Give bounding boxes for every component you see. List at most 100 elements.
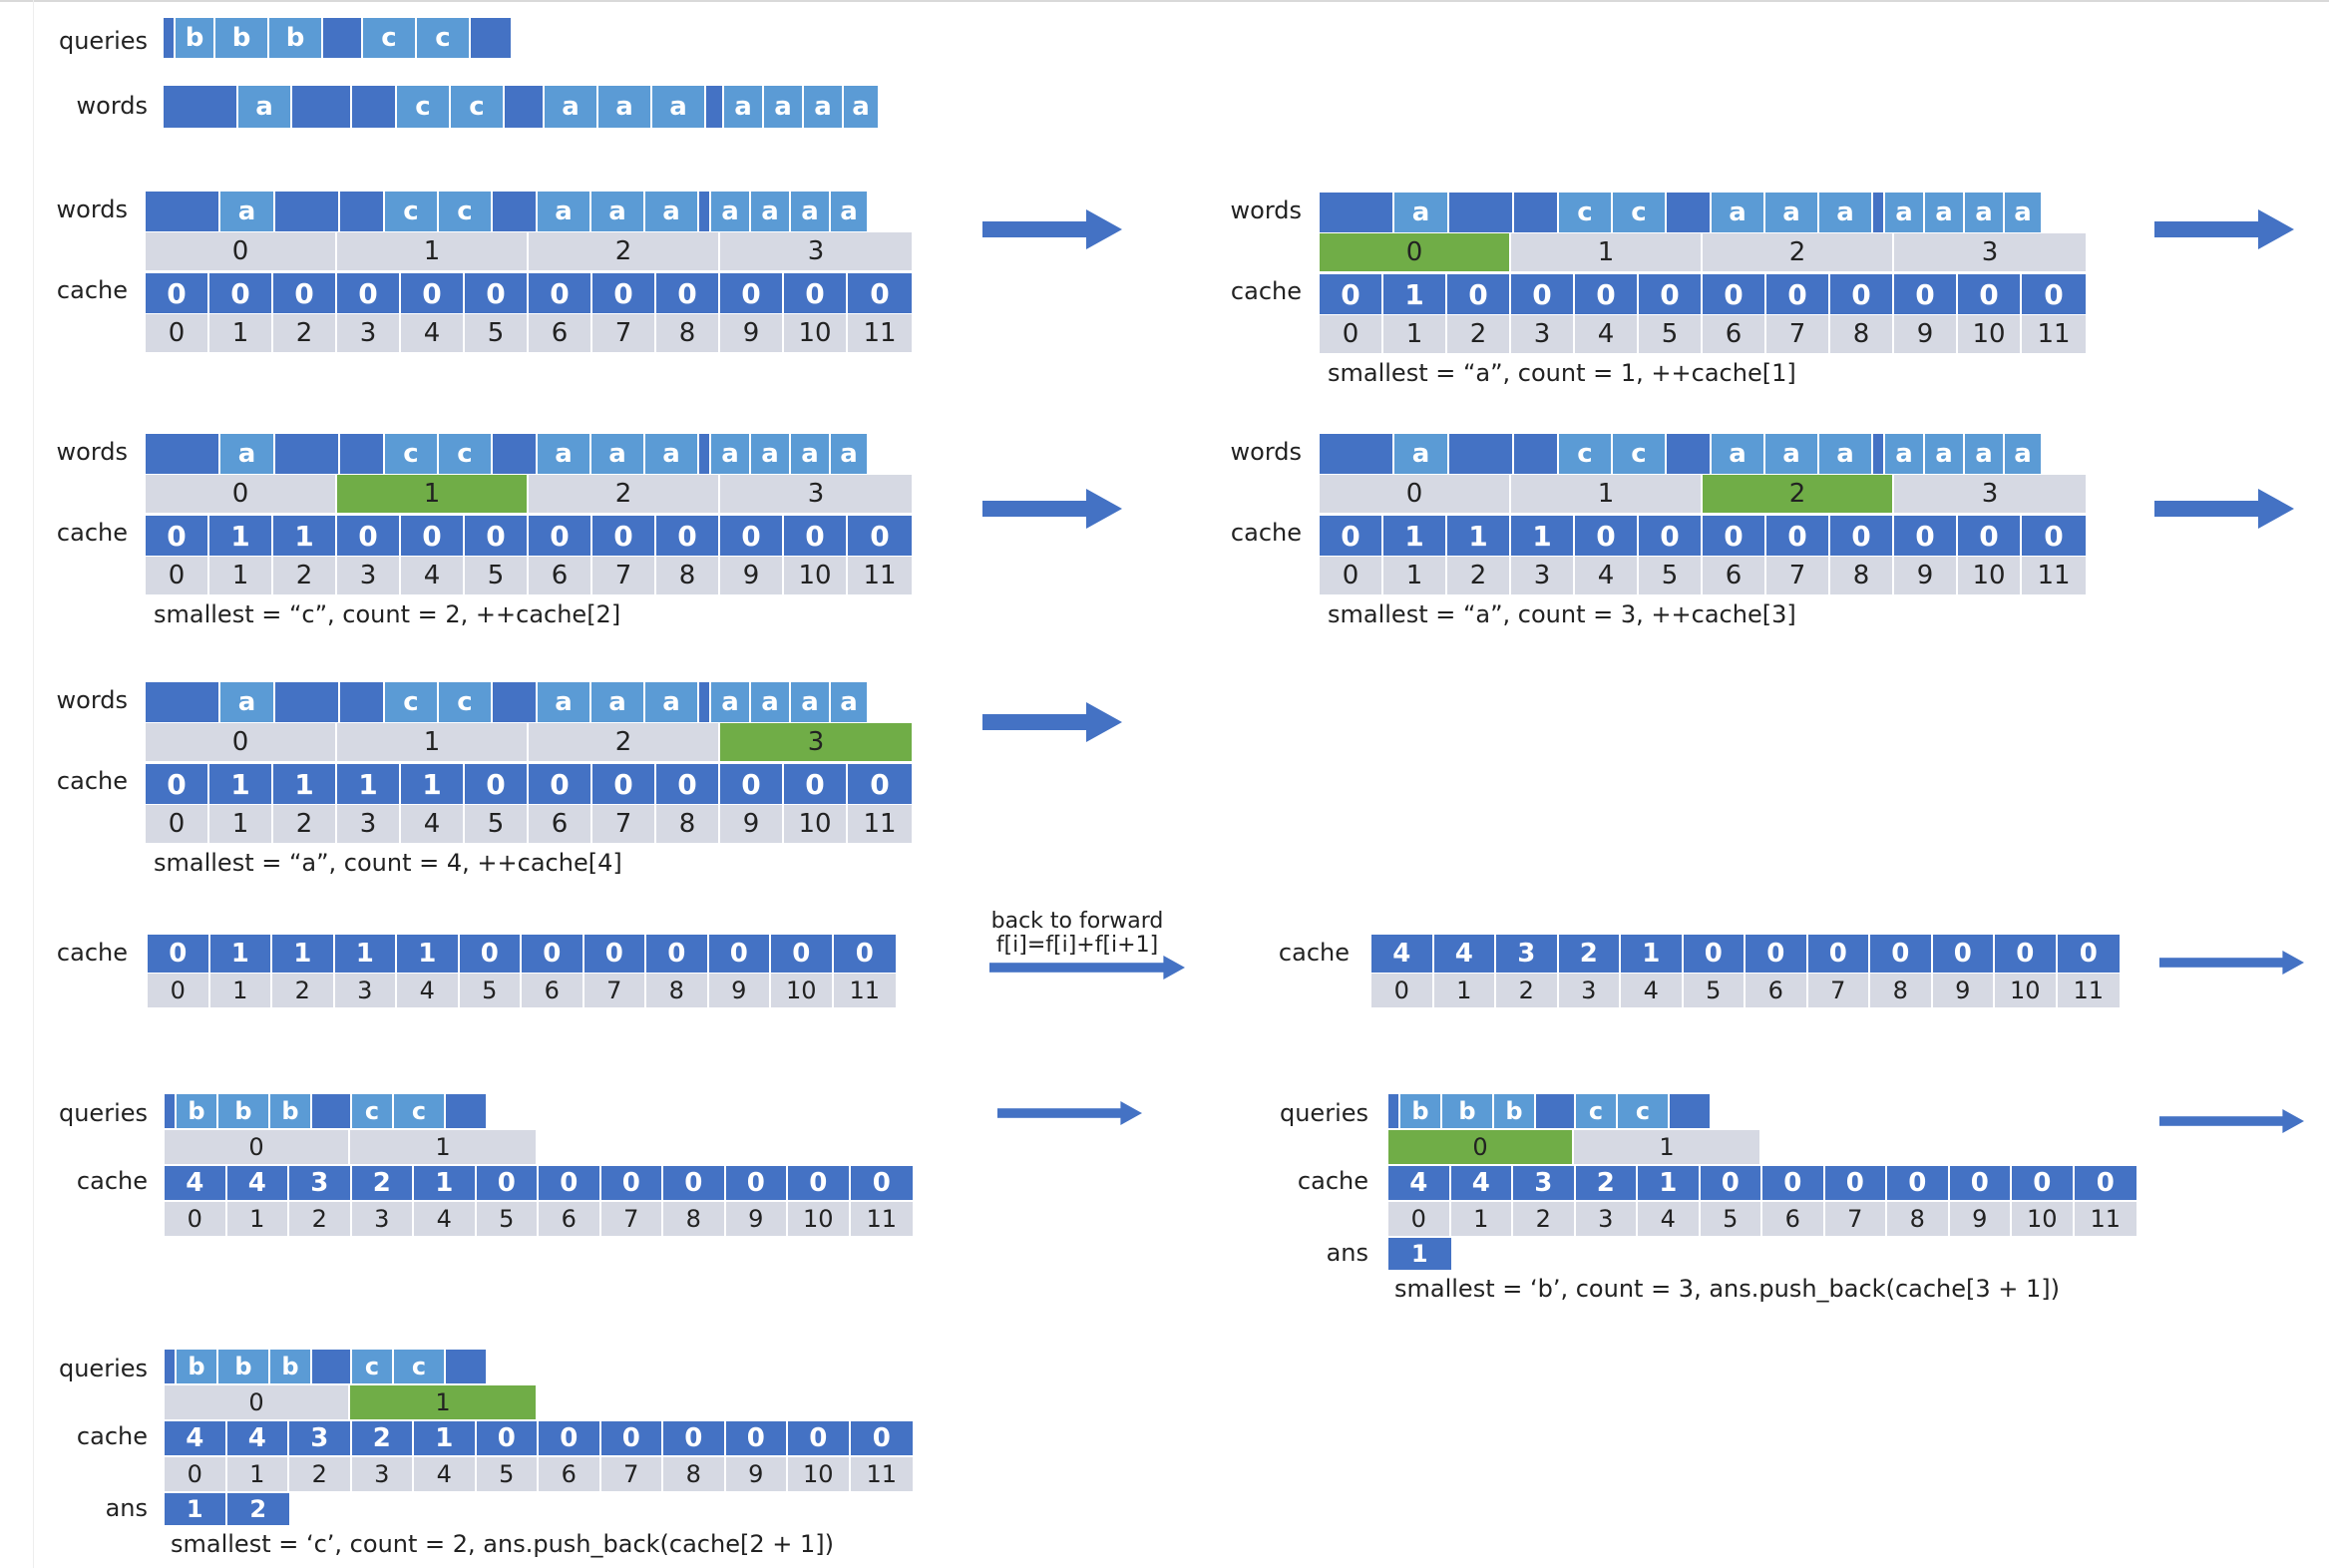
query-position-row-cell: 9	[725, 1202, 788, 1236]
cache-label-query-1: cache	[1297, 1167, 1368, 1195]
before-cache-row-cell: 0	[522, 935, 584, 973]
queries-row-cell: b	[177, 1094, 218, 1128]
words-row-cell: a	[1965, 193, 2005, 232]
before-cache-row-cell: 1	[397, 935, 460, 973]
cache-row-cell: 1	[209, 764, 273, 804]
query-position-row-cell: 7	[600, 1202, 663, 1236]
top-queries-row-cell: b	[269, 18, 323, 58]
words-row-cell: a	[1819, 193, 1873, 232]
queries-row-cell: c	[394, 1350, 446, 1383]
word-index-row-cell: 0	[146, 475, 337, 513]
position-row-cell: 1	[1383, 315, 1447, 353]
word-index-row-cell: 0	[146, 723, 337, 761]
query-position-row-cell: 10	[788, 1457, 851, 1491]
query-position-row-cell: 6	[539, 1202, 601, 1236]
top-words-row-cell: a	[844, 86, 878, 128]
position-row-cell: 6	[529, 805, 592, 843]
step-note-2: smallest = “c”, count = 2, ++cache[2]	[154, 600, 621, 628]
cache-row-cell: 1	[401, 764, 465, 804]
words-row-cell	[1667, 193, 1712, 232]
words-row-cell: a	[591, 192, 645, 231]
cache-label-step-3: cache	[1230, 519, 1302, 547]
words-row-cell: a	[538, 192, 591, 231]
before-cache-row-cell: 0	[459, 935, 522, 973]
query-cache-row-cell: 0	[2012, 1166, 2075, 1200]
words-row-cell: a	[645, 192, 699, 231]
query-cache-row-cell: 4	[165, 1421, 227, 1455]
cache-row-cell: 0	[656, 273, 720, 313]
after-cache-row-cell: 0	[1870, 935, 1933, 973]
before-position-row-cell: 2	[272, 974, 335, 1007]
cache-row-cell: 0	[1639, 274, 1703, 314]
after-position-row-cell: 1	[1433, 974, 1496, 1007]
words-row-cell: a	[791, 192, 831, 231]
query-position-row-cell: 8	[663, 1457, 726, 1491]
position-row-cell: 4	[401, 805, 465, 843]
queries-row-cell: b	[1494, 1094, 1536, 1128]
cache-row-cell: 0	[1766, 516, 1830, 556]
query-cache-row-cell: 0	[539, 1166, 601, 1200]
words-row-cell: a	[645, 434, 699, 474]
words-row-cell: a	[220, 434, 275, 474]
cache-row-cell: 0	[592, 516, 656, 556]
words-row-cell: a	[1885, 193, 1925, 232]
query-cache-row-cell: 4	[165, 1166, 227, 1200]
cache-row-cell: 0	[848, 273, 912, 313]
query-position-row: 0 1 2 3 4 5 6 7 8 9 10 11	[165, 1457, 913, 1491]
after-cache-row-cell: 0	[1807, 935, 1870, 973]
after-position-row-cell: 3	[1558, 974, 1621, 1007]
right-arrow-icon	[2159, 951, 2304, 975]
words-row-cell: a	[2005, 193, 2041, 232]
queries-row-cell: b	[1400, 1094, 1442, 1128]
word-index-row-cell: 2	[529, 723, 720, 761]
queries-row-cell	[446, 1094, 486, 1128]
query-cache-row-cell: 4	[1388, 1166, 1451, 1200]
query-cache-row-cell: 0	[539, 1421, 601, 1455]
before-position-row: 0 1 2 3 4 5 6 7 8 9 10 11	[148, 974, 896, 1007]
position-row-cell: 9	[1894, 315, 1958, 353]
words-row-cell: a	[1965, 434, 2005, 474]
cache-row-cell: 0	[720, 764, 784, 804]
cache-row-cell: 0	[1639, 516, 1703, 556]
position-row-cell: 6	[1703, 557, 1766, 594]
cache-row-cell: 0	[848, 764, 912, 804]
cache-row-cell: 0	[656, 516, 720, 556]
cache-row-cell: 0	[1511, 274, 1575, 314]
query-position-row-cell: 1	[226, 1457, 289, 1491]
position-row-cell: 7	[592, 805, 656, 843]
words-row-cell: a	[1819, 434, 1873, 474]
query-position-row-cell: 2	[289, 1202, 352, 1236]
position-row: 0 1 2 3 4 5 6 7 8 9 10 11	[146, 805, 912, 843]
word-index-row-cell: 1	[337, 232, 529, 270]
right-arrow-icon	[997, 1101, 1142, 1125]
position-row-cell: 5	[1639, 315, 1703, 353]
words-row-cell: a	[1925, 434, 1965, 474]
words-row-cell: a	[831, 192, 867, 231]
position-row-cell: 5	[1639, 557, 1703, 594]
query-cache-row-cell: 0	[476, 1166, 539, 1200]
query-index-row-cell: 0	[1388, 1130, 1574, 1164]
before-cache-row-cell: 0	[583, 935, 646, 973]
query-position-row-cell: 4	[414, 1202, 477, 1236]
top-queries-row-cell	[323, 18, 363, 58]
position-row-cell: 9	[720, 557, 784, 594]
words-row-cell: c	[1613, 434, 1667, 474]
position-row-cell: 0	[1320, 557, 1383, 594]
after-position-row-cell: 4	[1621, 974, 1684, 1007]
words-row-cell: a	[791, 682, 831, 722]
after-cache-row-cell: 0	[1995, 935, 2058, 973]
query-position-row-cell: 11	[2074, 1202, 2136, 1236]
query-position-row-cell: 0	[165, 1202, 227, 1236]
query-position-row-cell: 0	[1388, 1202, 1451, 1236]
cache-row-cell: 1	[337, 764, 401, 804]
cache-row-cell: 0	[1958, 516, 2022, 556]
query-cache-row-cell: 0	[725, 1421, 788, 1455]
top-words-row-cell: a	[545, 86, 598, 128]
top-words-row-cell: a	[238, 86, 292, 128]
query-position-row-cell: 1	[1450, 1202, 1513, 1236]
position-row-cell: 9	[720, 805, 784, 843]
